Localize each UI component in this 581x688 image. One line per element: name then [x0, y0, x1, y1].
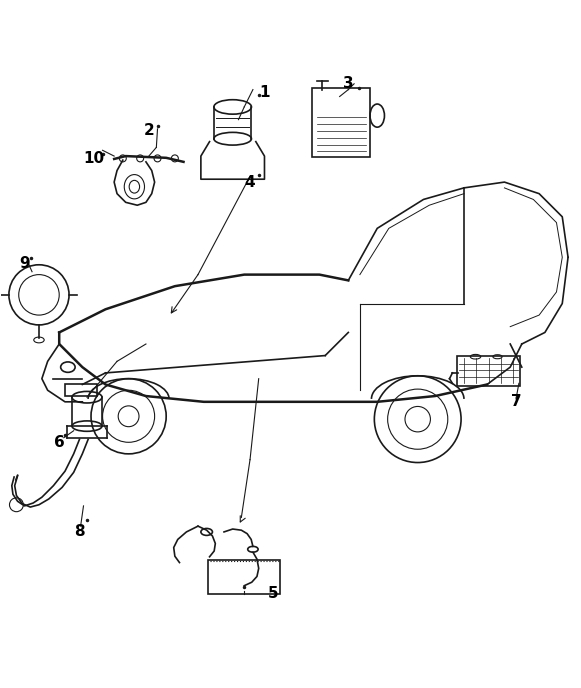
Text: 1: 1 — [259, 85, 270, 100]
Text: 2: 2 — [144, 122, 154, 138]
Text: 8: 8 — [74, 524, 85, 539]
Text: 5: 5 — [268, 586, 278, 601]
Text: 7: 7 — [511, 394, 521, 409]
Text: 6: 6 — [54, 435, 64, 450]
Text: 4: 4 — [245, 175, 255, 190]
Text: 3: 3 — [343, 76, 354, 92]
Text: 10: 10 — [83, 151, 105, 166]
Text: 9: 9 — [19, 255, 30, 270]
